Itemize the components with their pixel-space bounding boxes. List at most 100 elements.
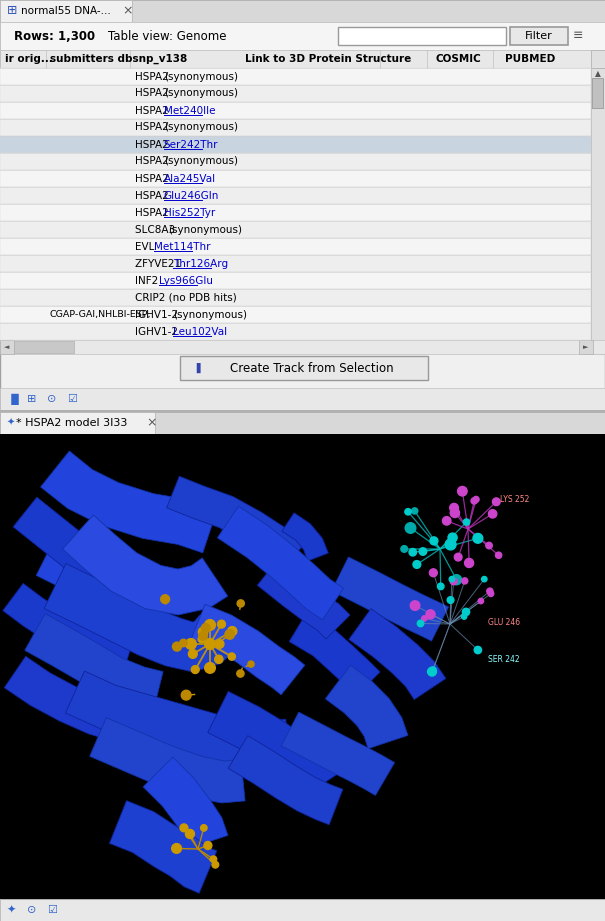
Polygon shape xyxy=(257,559,350,639)
Polygon shape xyxy=(3,583,133,673)
Text: Glu246Gln: Glu246Gln xyxy=(164,191,219,201)
Bar xyxy=(0,323,591,340)
Text: SLC8A3: SLC8A3 xyxy=(135,225,178,235)
Text: HSPA2: HSPA2 xyxy=(135,173,172,183)
Circle shape xyxy=(449,577,454,582)
Circle shape xyxy=(185,830,194,838)
Text: (synonymous): (synonymous) xyxy=(164,72,238,81)
Circle shape xyxy=(237,600,244,607)
Bar xyxy=(0,0,605,22)
Circle shape xyxy=(218,620,226,628)
Polygon shape xyxy=(282,513,329,561)
Circle shape xyxy=(180,824,188,832)
Circle shape xyxy=(482,577,487,582)
Circle shape xyxy=(419,548,427,555)
Circle shape xyxy=(430,537,438,545)
Text: CRIP2 (no PDB hits): CRIP2 (no PDB hits) xyxy=(135,293,237,302)
Text: Met114Thr: Met114Thr xyxy=(154,241,211,251)
Text: ►: ► xyxy=(583,344,589,350)
Circle shape xyxy=(204,842,212,849)
Bar xyxy=(579,340,593,354)
Circle shape xyxy=(191,666,199,673)
Text: ⊙: ⊙ xyxy=(27,905,36,915)
Circle shape xyxy=(495,552,502,558)
Text: ✦: ✦ xyxy=(7,905,16,915)
Circle shape xyxy=(465,558,474,567)
Bar xyxy=(591,50,605,68)
Circle shape xyxy=(210,856,217,862)
Text: ≡: ≡ xyxy=(573,29,583,42)
Text: Ala245Val: Ala245Val xyxy=(164,173,216,183)
Circle shape xyxy=(198,627,208,636)
Text: ⊙: ⊙ xyxy=(47,394,56,404)
Text: ▐: ▐ xyxy=(192,363,200,373)
Polygon shape xyxy=(44,564,236,672)
Polygon shape xyxy=(41,451,217,553)
Circle shape xyxy=(204,662,215,673)
Text: HSPA2: HSPA2 xyxy=(135,139,172,149)
Text: Met240Ile: Met240Ile xyxy=(164,106,215,115)
Circle shape xyxy=(410,600,420,611)
Circle shape xyxy=(417,620,424,626)
Bar xyxy=(0,221,591,238)
Circle shape xyxy=(204,620,215,630)
Text: GLU 246: GLU 246 xyxy=(488,617,520,626)
Text: HSPA2: HSPA2 xyxy=(135,207,172,217)
Polygon shape xyxy=(191,604,305,694)
Circle shape xyxy=(442,517,451,525)
Circle shape xyxy=(478,599,483,604)
Text: ◄: ◄ xyxy=(4,344,10,350)
Text: EVL: EVL xyxy=(135,241,158,251)
Circle shape xyxy=(430,667,436,673)
Bar xyxy=(0,170,591,187)
Circle shape xyxy=(161,595,169,603)
Bar xyxy=(0,340,14,354)
Circle shape xyxy=(198,635,205,643)
Polygon shape xyxy=(217,507,344,620)
Bar xyxy=(0,204,591,221)
Circle shape xyxy=(426,610,435,619)
Bar xyxy=(0,289,591,306)
Circle shape xyxy=(405,523,416,533)
Text: CGAP-GAI,NHLBI-ESP,: CGAP-GAI,NHLBI-ESP, xyxy=(50,310,151,319)
Text: HSPA2: HSPA2 xyxy=(135,72,172,81)
Circle shape xyxy=(450,577,457,585)
Bar xyxy=(592,78,603,108)
Bar xyxy=(0,22,605,50)
Circle shape xyxy=(457,486,467,495)
Text: Table view: Genome: Table view: Genome xyxy=(108,29,226,42)
Text: (synonymous): (synonymous) xyxy=(164,122,238,133)
Circle shape xyxy=(450,504,459,512)
Bar xyxy=(0,0,132,22)
Text: HSPA2: HSPA2 xyxy=(135,191,172,201)
Circle shape xyxy=(448,533,457,542)
Bar xyxy=(0,412,605,921)
Circle shape xyxy=(486,542,492,549)
Bar xyxy=(0,102,591,119)
Circle shape xyxy=(237,670,244,677)
Bar xyxy=(0,255,591,272)
Polygon shape xyxy=(143,757,228,848)
Text: Thr126Arg: Thr126Arg xyxy=(174,259,229,269)
Text: ⊞: ⊞ xyxy=(27,394,36,404)
Circle shape xyxy=(204,638,215,649)
Bar xyxy=(0,187,591,204)
Text: Filter: Filter xyxy=(525,31,553,41)
Bar xyxy=(0,410,605,412)
Text: Ser242Thr: Ser242Thr xyxy=(164,139,218,149)
Text: ☑: ☑ xyxy=(47,905,57,915)
Bar xyxy=(0,119,591,136)
Circle shape xyxy=(172,642,182,651)
Text: ir orig...: ir orig... xyxy=(5,54,53,64)
Circle shape xyxy=(227,626,237,635)
Bar xyxy=(0,238,591,255)
Text: ☑: ☑ xyxy=(67,394,77,404)
Bar xyxy=(0,340,605,354)
Bar xyxy=(0,50,591,68)
Circle shape xyxy=(199,632,208,640)
Text: ▐▌: ▐▌ xyxy=(7,393,24,404)
Text: ×: × xyxy=(122,5,132,17)
Bar xyxy=(510,27,568,45)
Text: IGHV1-2: IGHV1-2 xyxy=(135,309,182,320)
Circle shape xyxy=(428,667,436,676)
